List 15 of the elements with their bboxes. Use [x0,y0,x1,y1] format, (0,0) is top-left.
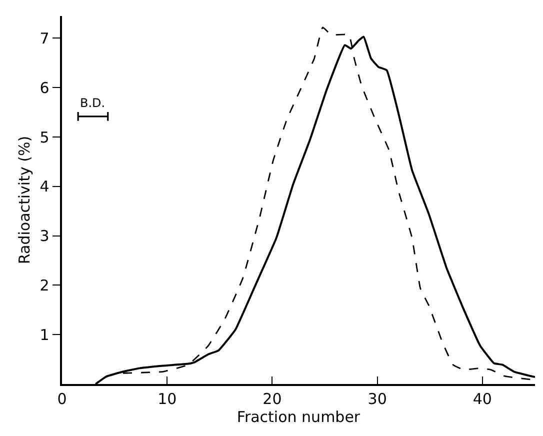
y-axis-title: Radioactivity (%) [15,136,34,264]
y-tick-label: 3 [40,227,50,246]
x-tick-label: 10 [158,390,177,408]
y-tick-label: 2 [40,276,50,294]
x-tick-label: 20 [262,390,282,408]
y-tick-label: 6 [40,78,50,97]
y-tick-label: 7 [40,29,50,48]
y-tick-label: 5 [40,128,50,146]
annotation: B.D. [80,96,106,110]
x-tick-label: 0 [57,390,67,408]
x-tick-label: 40 [472,390,492,408]
y-tick-label: 4 [40,178,50,196]
x-tick-label: 30 [368,390,387,408]
x-axis-title: Fraction number [236,408,361,426]
y-tick-label: 1 [40,326,50,344]
